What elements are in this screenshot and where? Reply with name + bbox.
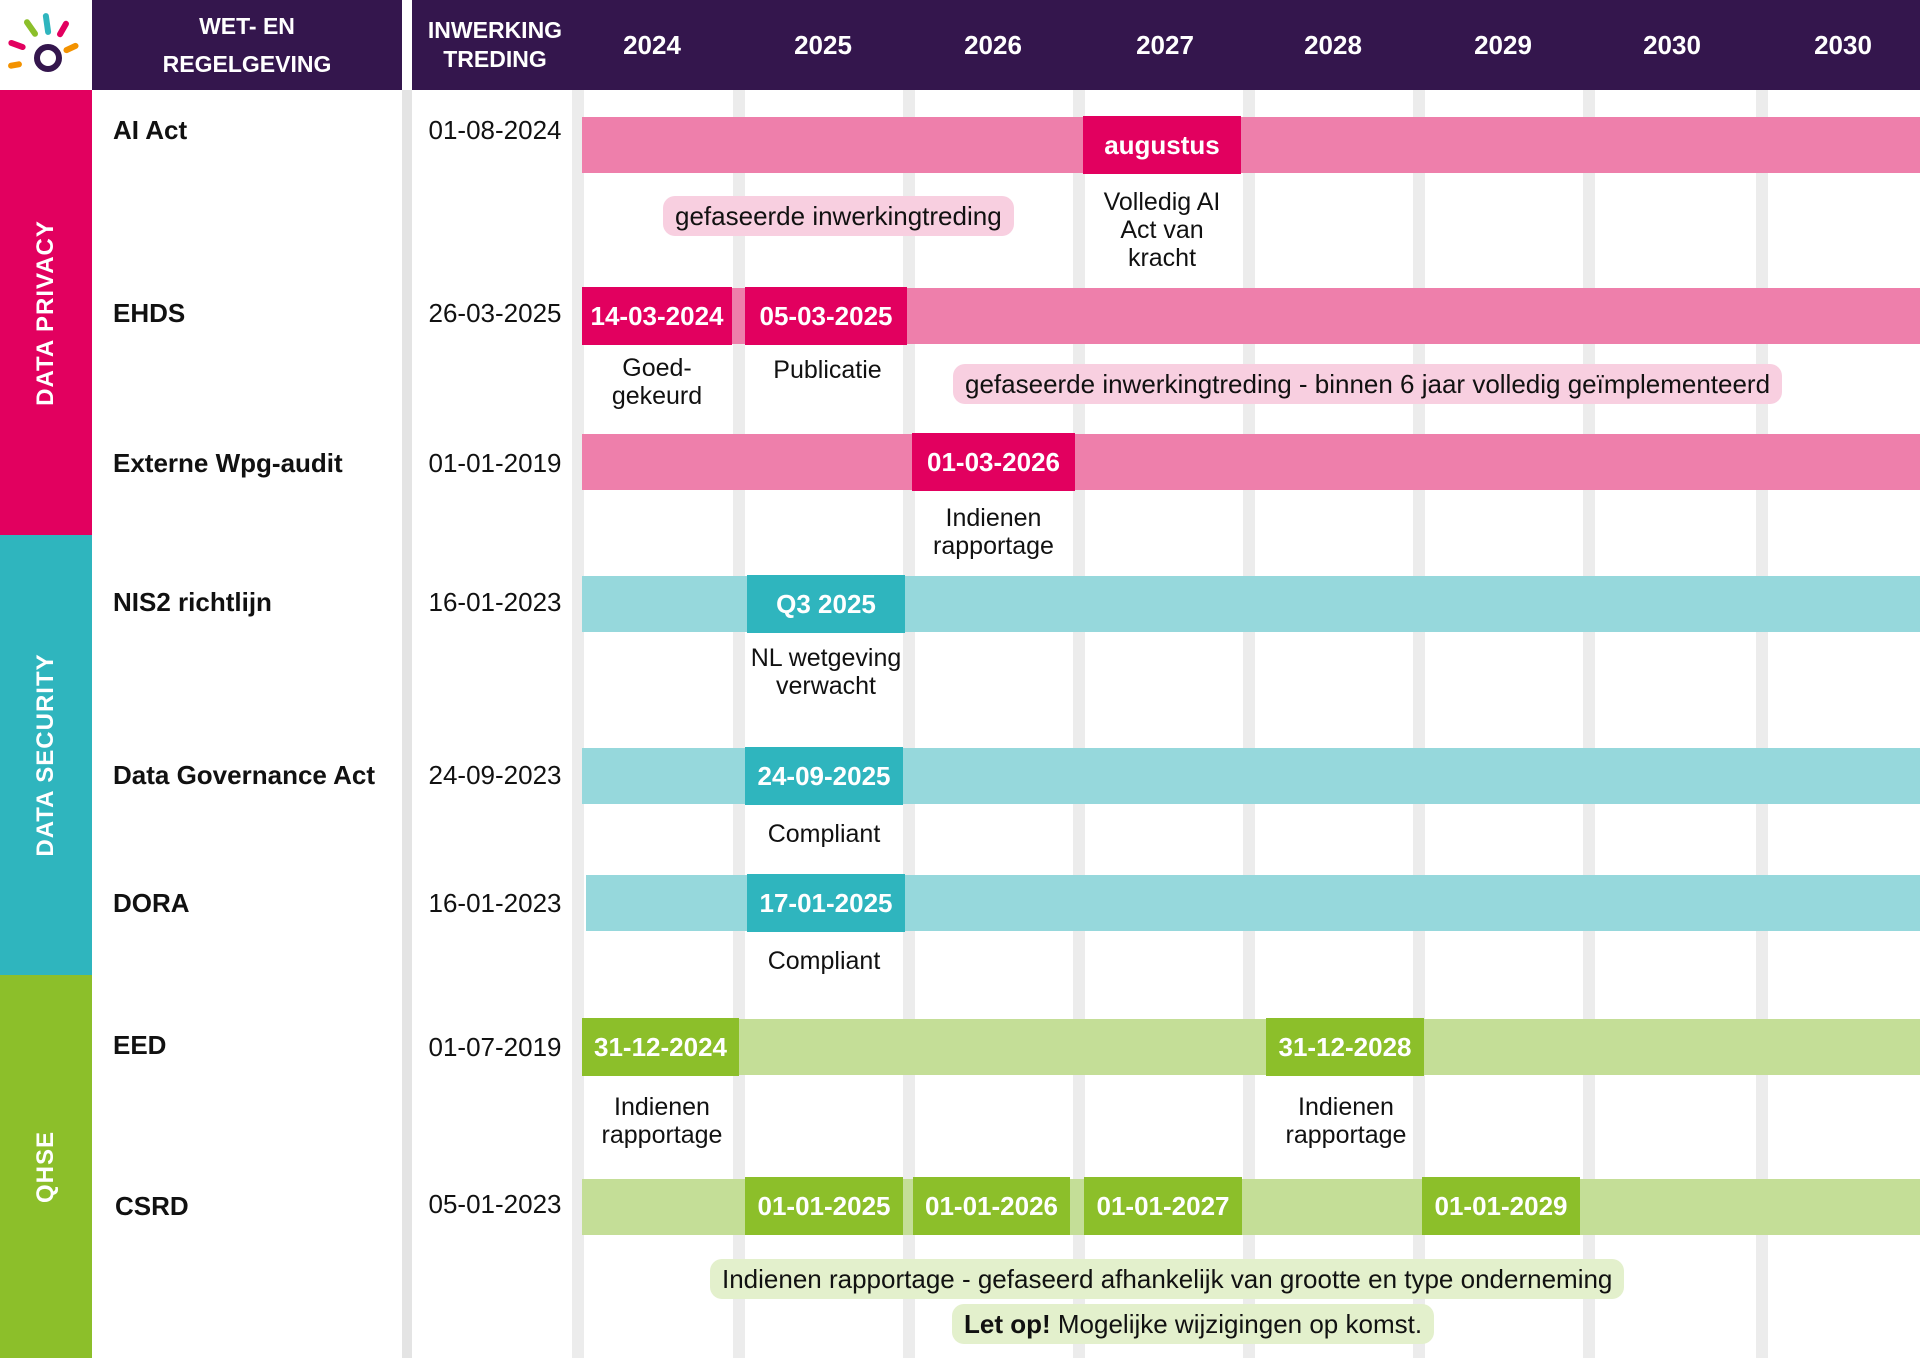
timeline-bar-ai-act	[582, 117, 1920, 173]
phase-pill-csrd: Indienen rapportage - gefaseerd afhankel…	[710, 1259, 1625, 1299]
milestone-ehds-approved: 14-03-2024	[582, 287, 732, 345]
row-date-dora: 16-01-2023	[428, 888, 562, 918]
milestone-eed-2028: 31-12-2028	[1266, 1018, 1424, 1076]
milestone-nis2: Q3 2025	[747, 575, 905, 633]
law-column-header: WET- EN REGELGEVING	[162, 13, 332, 77]
milestone-note-ai-act: Volledig AI Act van kracht	[1103, 188, 1221, 272]
gridline	[1583, 90, 1595, 1358]
row-date-ai-act: 01-08-2024	[428, 115, 562, 145]
milestone-note-wpg: Indienen rapportage	[933, 504, 1054, 560]
row-name-ai-act: AI Act	[113, 115, 188, 145]
milestone-csrd-2027: 01-01-2027	[1084, 1177, 1242, 1235]
year-2030-b: 2030	[1814, 30, 1872, 60]
milestone-note-nis2: NL wetgeving verwacht	[750, 644, 902, 700]
year-2026: 2026	[964, 30, 1022, 60]
year-2028: 2028	[1304, 30, 1362, 60]
year-2025: 2025	[794, 30, 852, 60]
gridline	[1073, 90, 1085, 1358]
row-name-nis2: NIS2 richtlijn	[113, 587, 272, 617]
gridline	[1756, 90, 1768, 1358]
header-separator	[402, 0, 412, 90]
column-separator	[402, 90, 412, 1358]
gridline	[572, 90, 584, 1358]
phase-pill-ehds: gefaseerde inwerkingtreding - binnen 6 j…	[953, 364, 1783, 404]
milestone-csrd-2026: 01-01-2026	[913, 1177, 1070, 1235]
row-date-csrd: 05-01-2023	[428, 1189, 562, 1219]
date-column-header: INWERKING TREDING	[427, 17, 563, 72]
year-2029: 2029	[1474, 30, 1532, 60]
milestone-wpg: 01-03-2026	[912, 433, 1075, 491]
gridline	[1243, 90, 1255, 1358]
row-name-wpg: Externe Wpg-audit	[113, 448, 343, 478]
milestone-note-dora: Compliant	[767, 947, 881, 975]
year-2024: 2024	[623, 30, 681, 60]
warning-pill: Let op! Mogelijke wijzigingen op komst.	[952, 1304, 1435, 1344]
milestone-csrd-2029: 01-01-2029	[1422, 1177, 1580, 1235]
timeline-bar-eed	[582, 1019, 1920, 1075]
row-name-dora: DORA	[113, 888, 190, 918]
year-2027: 2027	[1136, 30, 1194, 60]
row-date-dga: 24-09-2023	[428, 760, 562, 790]
row-date-ehds: 26-03-2025	[428, 298, 562, 328]
warning-text: Mogelijke wijzigingen op komst.	[1050, 1309, 1423, 1339]
category-data-security: DATA SECURITY	[0, 535, 92, 975]
header-bar	[0, 0, 1920, 90]
row-name-csrd: CSRD	[115, 1191, 189, 1221]
milestone-ehds-publication: 05-03-2025	[745, 287, 907, 345]
timeline-bar-wpg	[582, 434, 1920, 490]
row-date-wpg: 01-01-2019	[428, 448, 562, 478]
row-name-ehds: EHDS	[113, 298, 186, 328]
category-qhse: QHSE	[0, 975, 92, 1358]
row-name-dga: Data Governance Act	[113, 760, 376, 790]
gridline	[733, 90, 745, 1358]
row-name-eed: EED	[113, 1030, 167, 1060]
gridline	[1413, 90, 1425, 1358]
category-data-privacy: DATA PRIVACY	[0, 90, 92, 535]
phase-pill-ai-act: gefaseerde inwerkingtreding	[663, 196, 1014, 236]
milestone-ai-act: augustus	[1083, 116, 1241, 174]
row-date-nis2: 16-01-2023	[428, 587, 562, 617]
milestone-note-ehds-publication: Publicatie	[773, 356, 882, 384]
milestone-dora: 17-01-2025	[747, 874, 905, 932]
gridline	[903, 90, 915, 1358]
year-2030: 2030	[1643, 30, 1701, 60]
milestone-dga: 24-09-2025	[745, 747, 903, 805]
milestone-eed-2024: 31-12-2024	[582, 1018, 739, 1076]
milestone-csrd-2025: 01-01-2025	[745, 1177, 903, 1235]
warning-bold: Let op!	[964, 1309, 1051, 1339]
logo-icon	[8, 13, 79, 72]
row-date-eed: 01-07-2019	[428, 1032, 562, 1062]
logo	[0, 0, 92, 90]
milestone-note-eed-2024: Indienen rapportage	[601, 1093, 723, 1149]
milestone-note-eed-2028: Indienen rapportage	[1285, 1093, 1407, 1149]
milestone-note-ehds-approved: Goed-gekeurd	[611, 354, 703, 410]
milestone-note-dga: Compliant	[767, 820, 881, 848]
